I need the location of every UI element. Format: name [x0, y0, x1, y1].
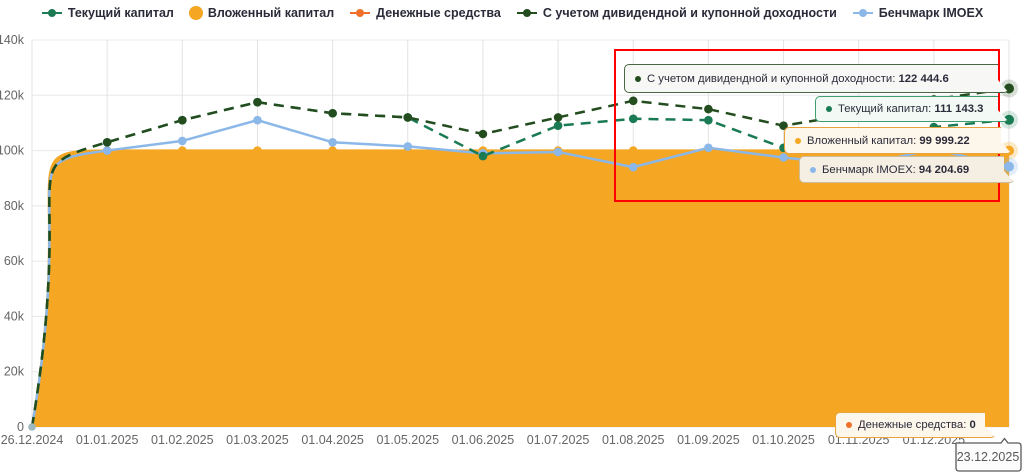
svg-text:23.12.2025: 23.12.2025 [957, 450, 1020, 464]
